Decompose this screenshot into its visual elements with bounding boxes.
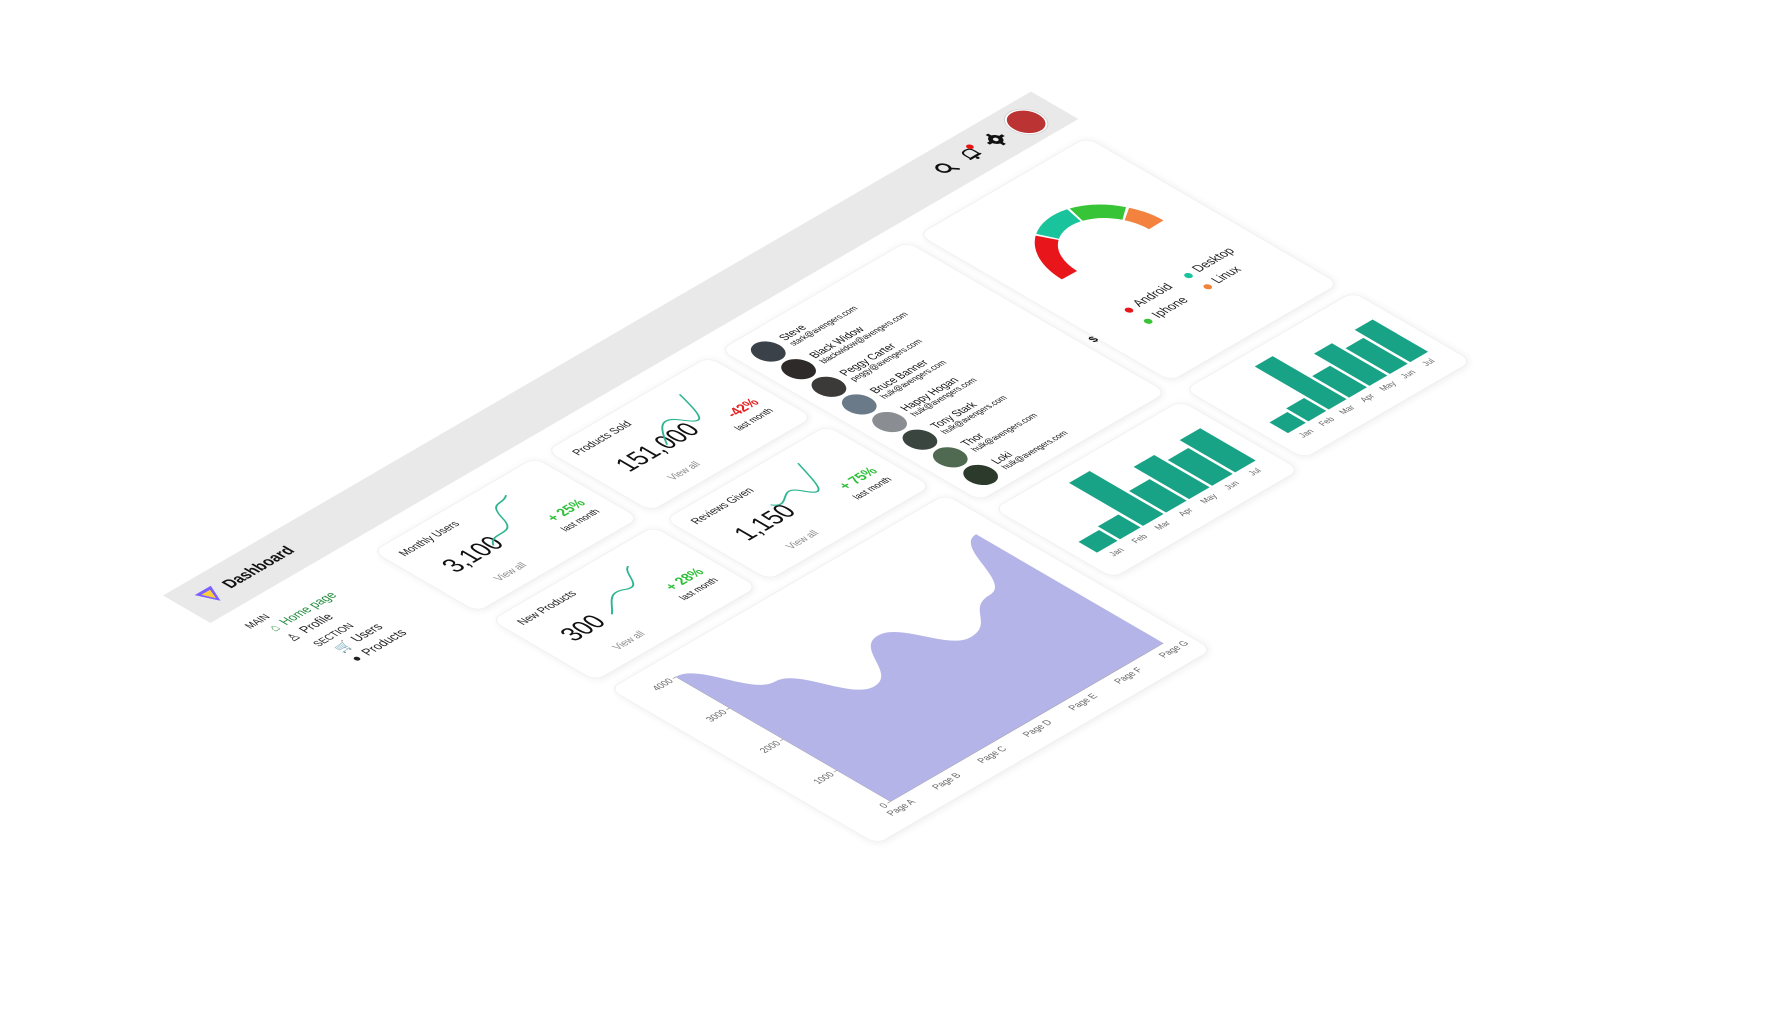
top-bar: Dashboard bbox=[163, 91, 1079, 624]
view-all-link[interactable]: View all bbox=[609, 629, 648, 652]
stat-card-new-products: New Products 300 View all + 28% last mon… bbox=[490, 525, 759, 682]
brand: Dashboard bbox=[190, 542, 302, 607]
x-tick-label: Apr bbox=[1175, 506, 1195, 518]
dashboard-plane: Dashboard bbox=[163, 91, 1623, 940]
bar bbox=[1312, 365, 1368, 398]
user-icon: ♙ bbox=[283, 631, 305, 644]
x-tick-label: May bbox=[1376, 379, 1399, 392]
bar bbox=[1286, 398, 1327, 422]
x-tick-label: Feb bbox=[1316, 415, 1337, 427]
area-chart-card: 0 1000 2000 3000 4000 Page A Page B Page C Page … bbox=[609, 493, 1213, 845]
x-tick-label: Apr bbox=[1357, 392, 1377, 404]
gauge-segment-iphone bbox=[1069, 204, 1126, 221]
gear-icon[interactable] bbox=[978, 129, 1013, 150]
bar-chart-card-1: Jan Feb Mar Apr May Jun Jul bbox=[993, 400, 1301, 579]
y-tick bbox=[779, 738, 784, 742]
bar-chart-card-2: Jan Feb Mar Apr May Jun Jul bbox=[1184, 291, 1473, 460]
x-tick-label: Jul bbox=[1419, 357, 1437, 368]
bar bbox=[1313, 343, 1388, 386]
sparkline bbox=[770, 463, 820, 506]
y-tick bbox=[833, 770, 838, 773]
dashboard-stage: Dashboard bbox=[163, 91, 1623, 940]
y-tick-label: 3000 bbox=[704, 708, 731, 724]
x-tick-label: Mar bbox=[1336, 403, 1357, 415]
person-icon: ● bbox=[347, 653, 367, 665]
bar bbox=[1133, 454, 1210, 500]
search-icon[interactable] bbox=[929, 158, 964, 179]
bar bbox=[1354, 319, 1429, 363]
view-all-link[interactable]: View all bbox=[782, 528, 822, 551]
y-tick-label: 1000 bbox=[811, 771, 838, 787]
x-tick-label: Jan bbox=[1296, 427, 1316, 439]
page-title: Dashboard bbox=[217, 543, 299, 591]
x-tick-label: Jan bbox=[1106, 546, 1126, 558]
x-tick-label: Feb bbox=[1129, 532, 1150, 544]
x-tick-label: Mar bbox=[1152, 519, 1173, 531]
bar bbox=[1078, 529, 1118, 553]
home-icon: ⌂ bbox=[265, 622, 285, 634]
x-tick-label: May bbox=[1197, 492, 1220, 505]
x-tick-label: Jul bbox=[1245, 466, 1263, 477]
stat-card-reviews-given: Reviews Given 1,150 View all + 75% last … bbox=[664, 425, 932, 581]
sparkline bbox=[661, 394, 701, 445]
x-tick-label: Jun bbox=[1221, 479, 1241, 491]
sparkline bbox=[491, 494, 509, 546]
y-tick bbox=[672, 676, 677, 679]
y-tick-label: 4000 bbox=[650, 677, 677, 693]
top-icons bbox=[922, 104, 1057, 182]
stat-card-products-sold: Products Sold 151,000 View all -42% last… bbox=[545, 356, 814, 512]
gauge-segment-android bbox=[1034, 235, 1078, 280]
bar bbox=[1069, 470, 1164, 526]
logo-icon bbox=[194, 585, 221, 601]
view-all-link[interactable]: View all bbox=[490, 560, 530, 583]
bar bbox=[1097, 514, 1141, 540]
bar bbox=[1129, 479, 1187, 513]
y-tick-label: 0 bbox=[877, 802, 891, 810]
bar bbox=[1167, 448, 1233, 486]
view-all-link[interactable]: View all bbox=[664, 459, 704, 482]
stat-value: 300 bbox=[552, 610, 613, 646]
y-tick bbox=[887, 801, 891, 804]
gauge-segment-desktop bbox=[1036, 209, 1081, 239]
bar bbox=[1254, 356, 1347, 410]
gauge-chart bbox=[1034, 204, 1164, 280]
y-tick bbox=[726, 707, 730, 710]
y-tick-label: 2000 bbox=[757, 739, 784, 755]
avatar[interactable] bbox=[996, 104, 1057, 140]
area-series bbox=[675, 534, 1164, 802]
gauge-segment-linux bbox=[1124, 207, 1164, 230]
notification-button[interactable] bbox=[953, 143, 988, 165]
stat-card-monthly-users: Monthly Users 3,100 View all + 25% last … bbox=[372, 457, 640, 613]
x-tick-label: Jun bbox=[1398, 368, 1418, 380]
bar bbox=[1179, 428, 1256, 473]
bar bbox=[1345, 337, 1408, 375]
device-gauge-card: Android Desktop Iphone Linux bbox=[917, 136, 1340, 382]
bar bbox=[1269, 412, 1306, 434]
sparkline bbox=[610, 565, 635, 615]
bell-icon bbox=[961, 148, 982, 161]
